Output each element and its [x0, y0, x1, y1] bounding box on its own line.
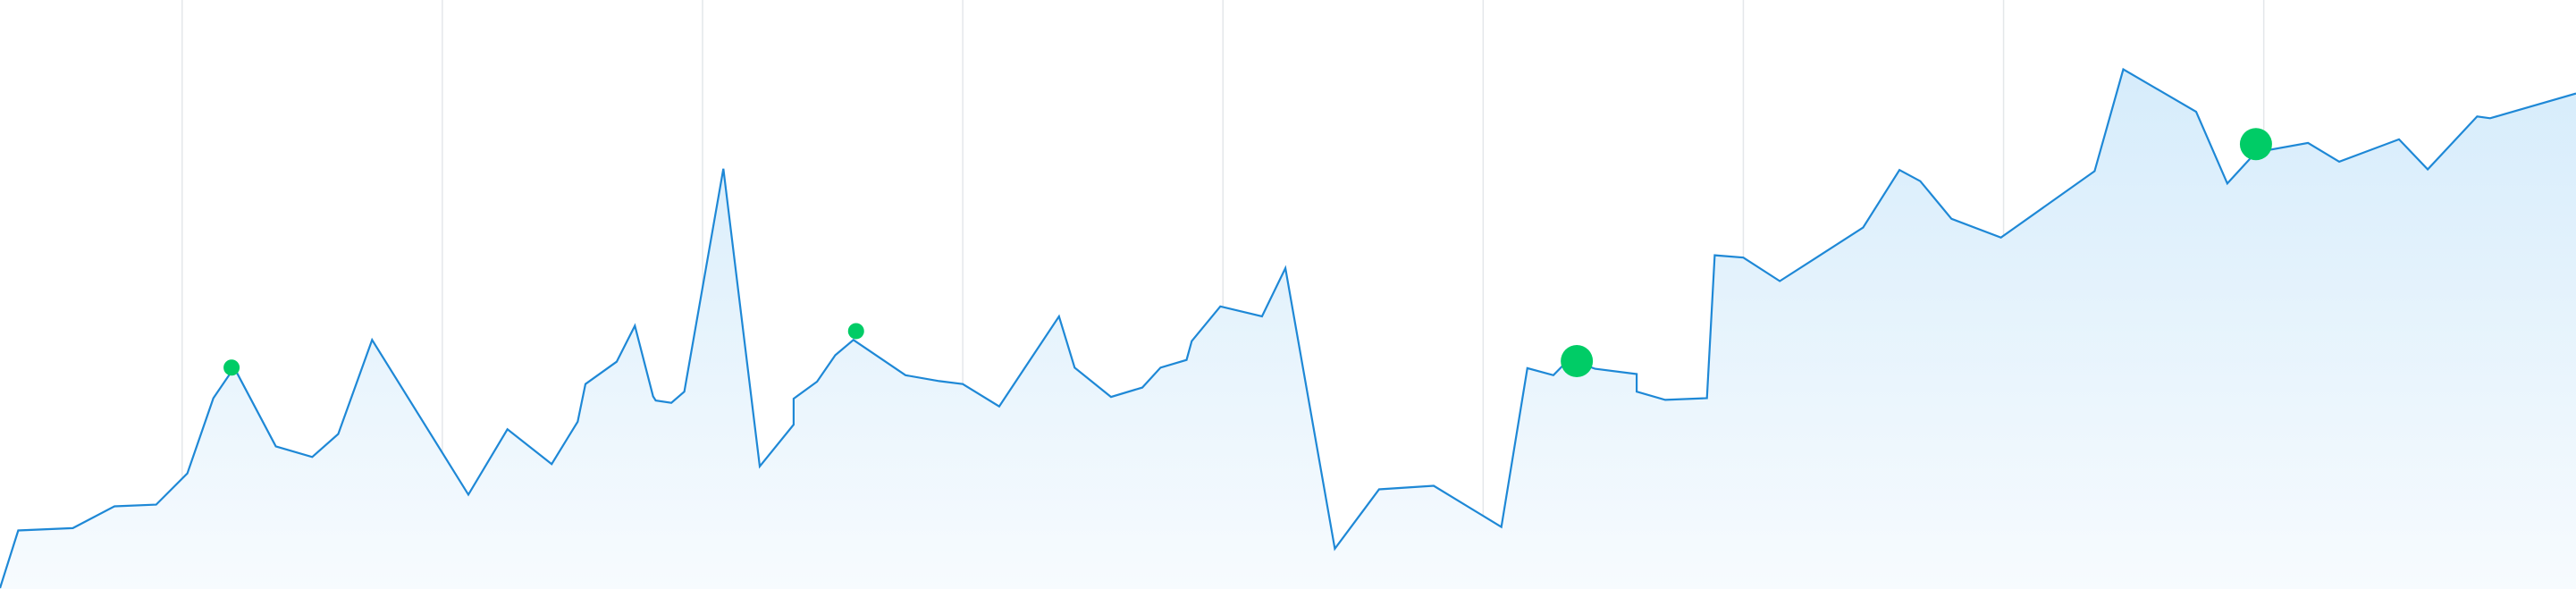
highlight-point[interactable] [1561, 345, 1594, 378]
highlight-point[interactable] [223, 359, 240, 376]
series-line [0, 67, 2576, 589]
highlight-markers [223, 128, 2272, 378]
highlight-point[interactable] [847, 323, 864, 340]
highlight-point[interactable] [2239, 128, 2272, 161]
series-area [0, 69, 2576, 589]
